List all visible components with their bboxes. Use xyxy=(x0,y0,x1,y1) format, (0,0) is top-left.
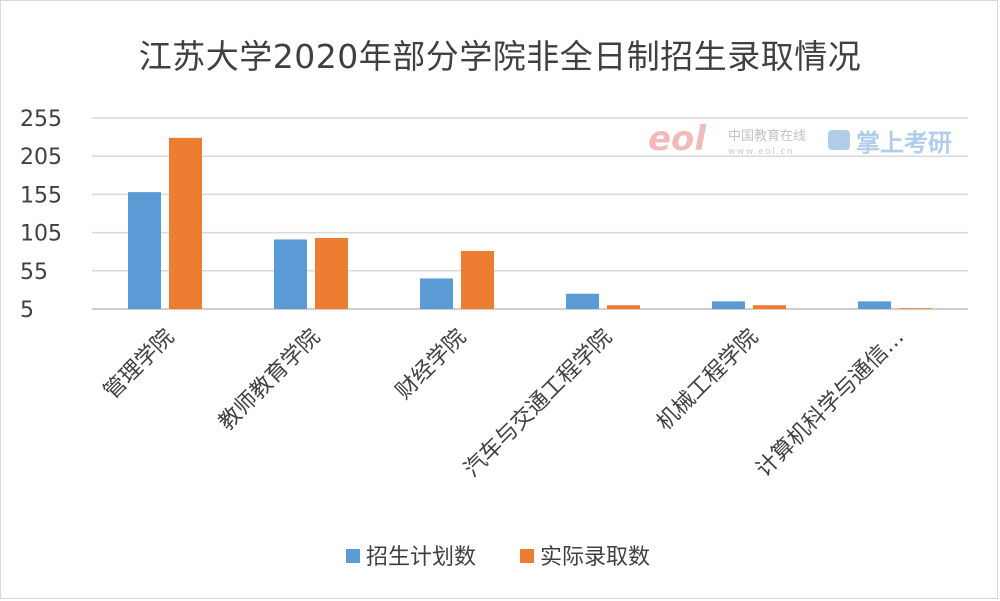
bar-admit xyxy=(169,137,202,309)
watermark-brand: 掌上考研 xyxy=(856,129,952,157)
y-tick-label: 5 xyxy=(20,298,34,323)
legend-label: 实际录取数 xyxy=(540,545,650,570)
x-category-label: 计算机科学与通信… xyxy=(752,325,910,483)
y-tick-label: 155 xyxy=(20,183,62,208)
legend: 招生计划数 实际录取数 xyxy=(346,545,650,570)
bars xyxy=(128,137,932,309)
x-category-label: 机械工程学院 xyxy=(652,325,763,436)
x-category-label: 汽车与交通工程学院 xyxy=(460,325,618,483)
legend-swatch xyxy=(346,549,360,563)
watermark-brand-icon xyxy=(828,130,850,150)
bar-admit xyxy=(461,250,494,309)
bar-admit xyxy=(899,308,932,309)
bar-admit xyxy=(607,305,640,309)
watermark-cn-name: 中国教育在线 xyxy=(728,128,806,144)
x-category-label: 管理学院 xyxy=(99,325,179,405)
bar-plan xyxy=(274,239,307,309)
chart-title: 江苏大学2020年部分学院非全日制招生录取情况 xyxy=(138,37,862,76)
y-tick-label: 255 xyxy=(20,107,62,132)
legend-label: 招生计划数 xyxy=(366,545,476,570)
watermark-url: www.eol.cn xyxy=(728,147,794,157)
watermark-eol-logo: eol xyxy=(648,119,707,159)
bar-admit xyxy=(753,305,786,309)
bar-plan xyxy=(128,192,161,309)
bar-plan xyxy=(712,301,745,309)
bar-admit xyxy=(315,237,348,309)
legend-swatch xyxy=(520,549,534,563)
bar-plan xyxy=(420,278,453,309)
y-tick-label: 55 xyxy=(20,260,48,285)
y-tick-label: 105 xyxy=(20,222,62,247)
bar-plan xyxy=(858,301,891,309)
x-category-label: 财经学院 xyxy=(391,325,471,405)
grid-lines xyxy=(92,117,968,310)
y-tick-label: 205 xyxy=(20,145,62,170)
x-category-label: 教师教育学院 xyxy=(214,325,325,436)
watermark: eol 中国教育在线 www.eol.cn 掌上考研 xyxy=(648,119,952,159)
bar-plan xyxy=(566,293,599,309)
